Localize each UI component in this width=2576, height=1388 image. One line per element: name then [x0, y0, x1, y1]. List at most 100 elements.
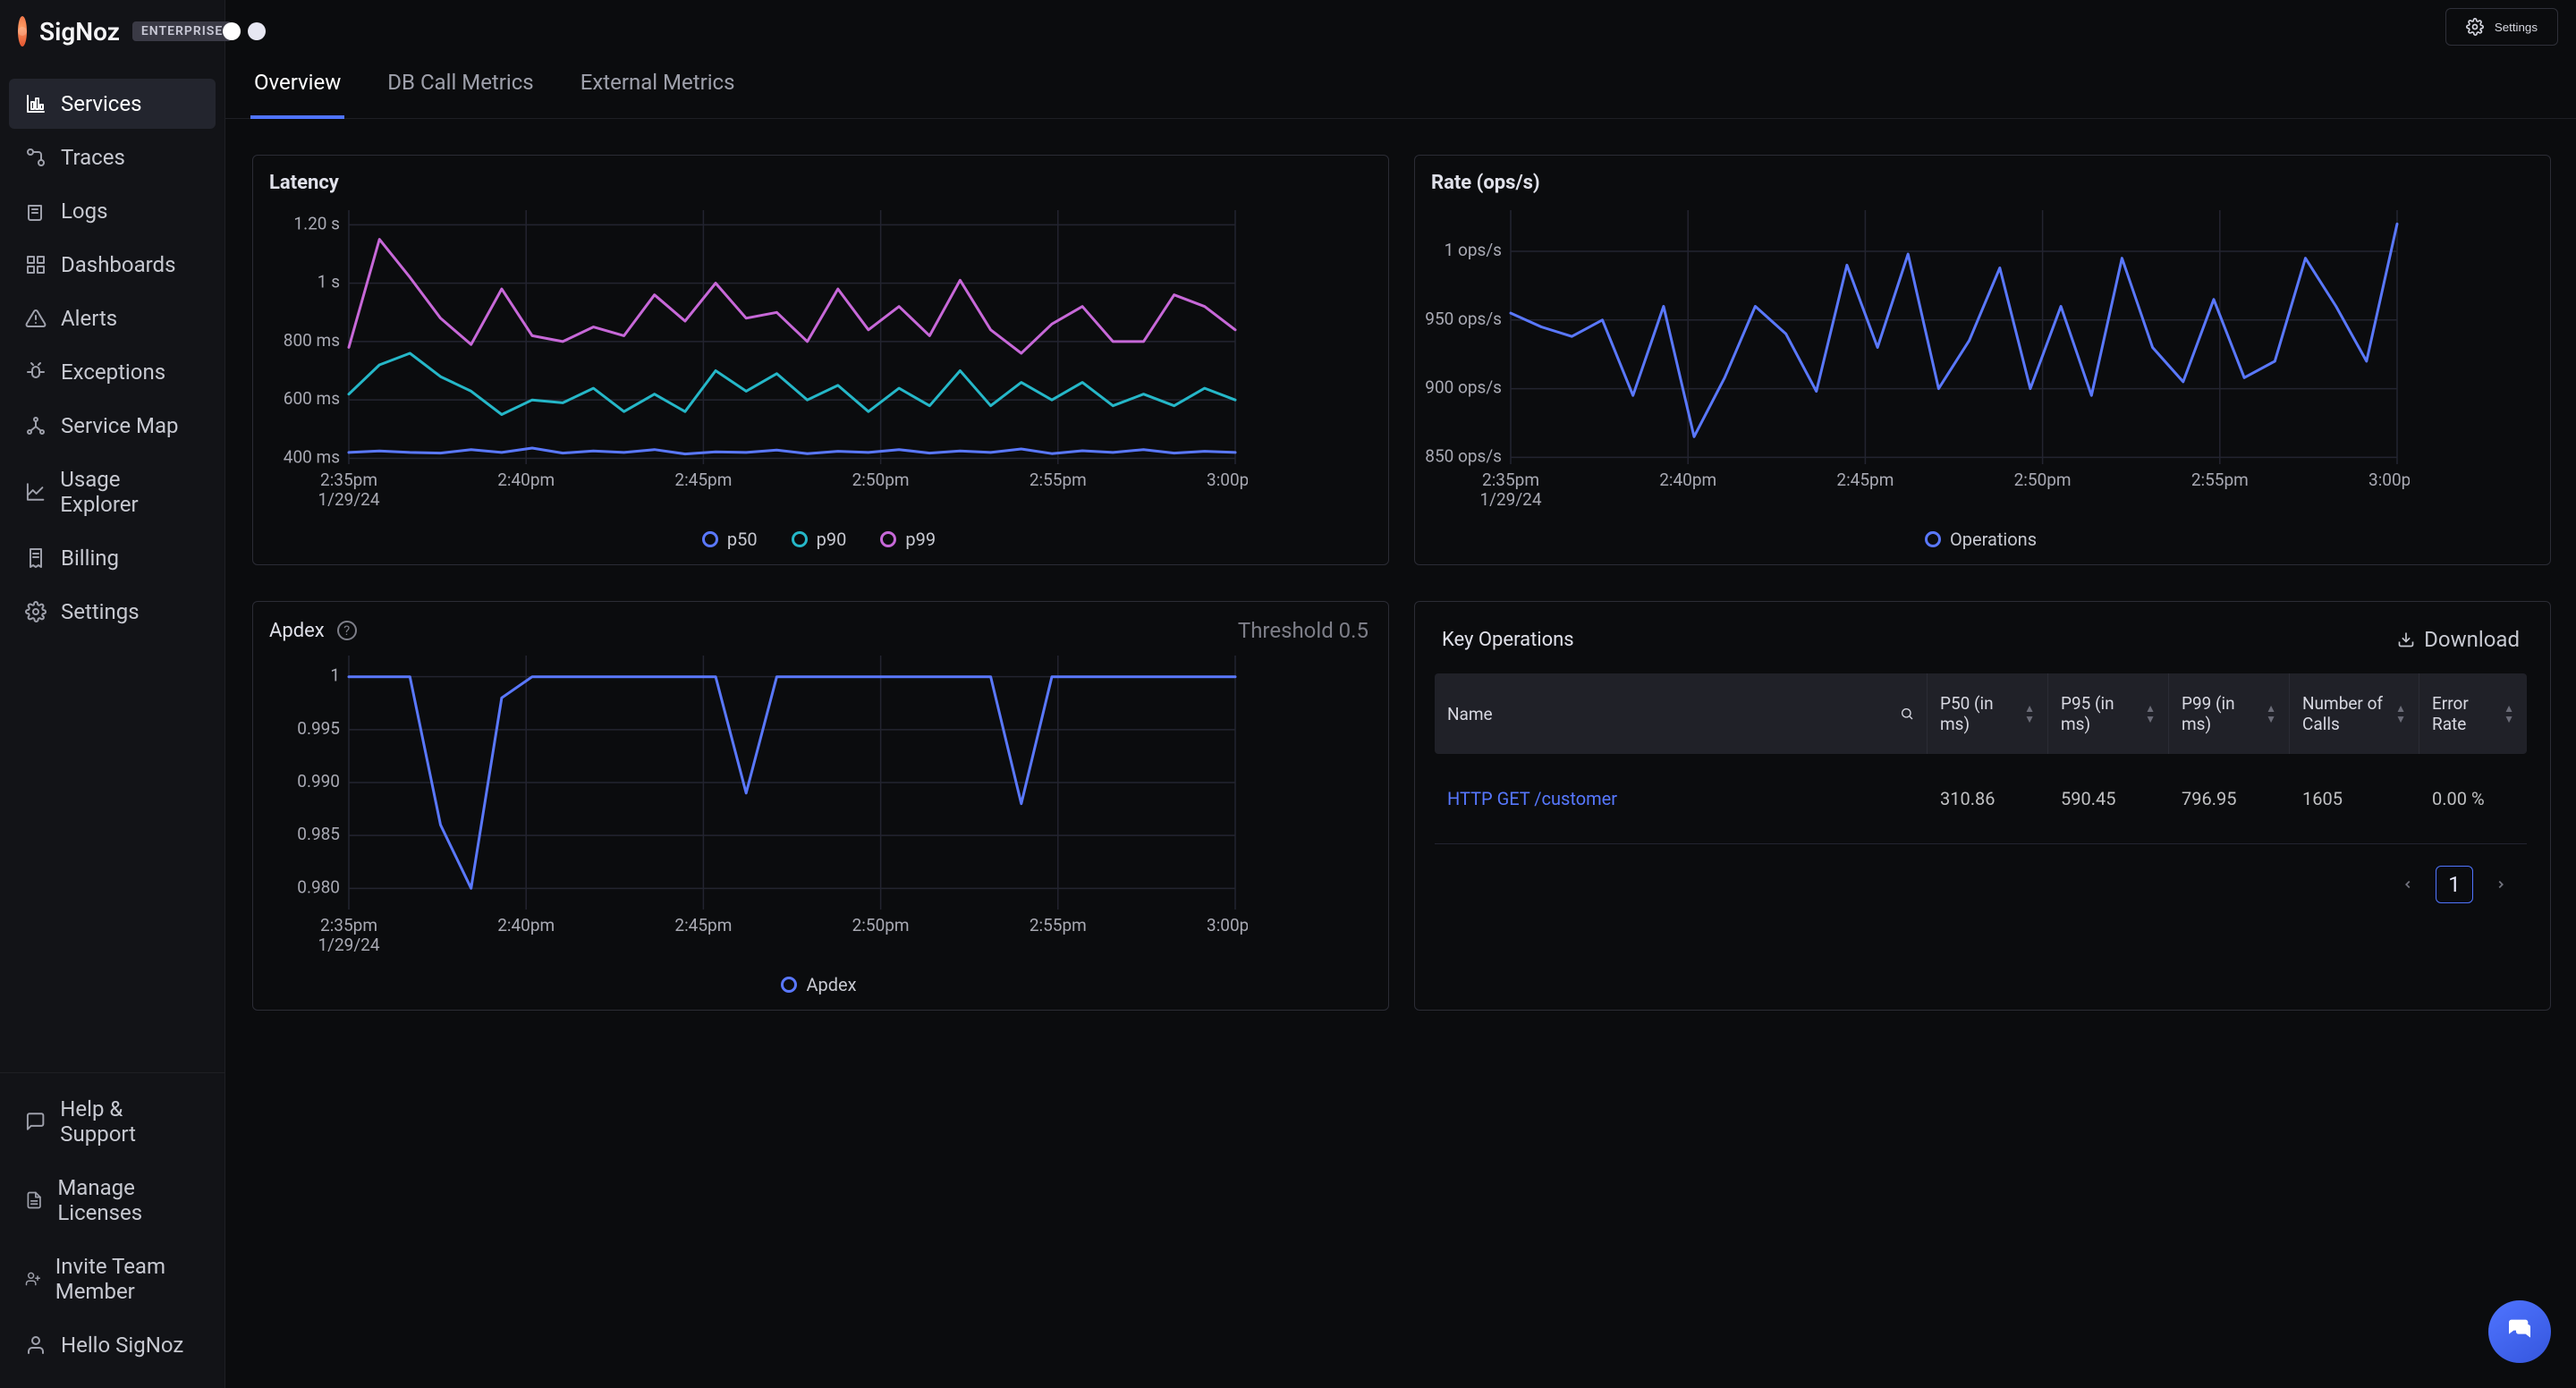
- key-operations-table: NameP50 (in ms)▲▼P95 (in ms)▲▼P99 (in ms…: [1435, 673, 2527, 844]
- sidebar-item-billing[interactable]: Billing: [9, 533, 216, 583]
- pager-page[interactable]: 1: [2436, 866, 2473, 903]
- sidebar-item-logs[interactable]: Logs: [9, 186, 216, 236]
- sidebar-footer-help[interactable]: Help & Support: [9, 1084, 216, 1159]
- sidebar: SigNoz ENTERPRISE Services Traces Logs Dash…: [0, 0, 225, 1388]
- svg-text:0.900 ops/s: 0.900 ops/s: [1426, 377, 1502, 398]
- sidebar-item-service-map[interactable]: Service Map: [9, 401, 216, 451]
- table-header-label: Name: [1447, 704, 1493, 724]
- legend-item-operations[interactable]: Operations: [1925, 529, 2037, 550]
- sort-icon: ▲▼: [2145, 703, 2156, 724]
- sidebar-item-services[interactable]: Services: [9, 79, 216, 129]
- svg-text:1: 1: [330, 665, 340, 686]
- key-operations-title: Key Operations: [1442, 629, 1574, 651]
- tab-overview[interactable]: Overview: [250, 54, 344, 118]
- help-icon[interactable]: ?: [337, 621, 357, 640]
- sidebar-item-traces[interactable]: Traces: [9, 132, 216, 182]
- rate-card: Rate (ops/s) 0.850 ops/s0.900 ops/s0.950…: [1414, 155, 2551, 565]
- pager-prev[interactable]: [2389, 866, 2427, 903]
- svg-text:2:35pm: 2:35pm: [320, 915, 377, 935]
- download-button[interactable]: Download: [2397, 627, 2520, 652]
- settings-button-label: Settings: [2495, 21, 2538, 34]
- table-cell-name[interactable]: HTTP GET /customer: [1435, 754, 1928, 843]
- svg-text:2:40pm: 2:40pm: [497, 470, 555, 490]
- sidebar-item-alerts[interactable]: Alerts: [9, 293, 216, 343]
- scroll-icon: [25, 200, 47, 222]
- tab-db[interactable]: DB Call Metrics: [384, 54, 537, 118]
- sidebar-item-label: Billing: [61, 546, 119, 571]
- legend-label: p90: [817, 529, 847, 550]
- apdex-threshold: Threshold 0.5: [1238, 618, 1368, 643]
- table-header-name[interactable]: Name: [1435, 673, 1928, 754]
- legend-item-p50[interactable]: p50: [702, 529, 758, 550]
- latency-title: Latency: [269, 172, 1374, 194]
- tab-external[interactable]: External Metrics: [577, 54, 739, 118]
- workflow-icon: [25, 147, 47, 168]
- search-icon: [1900, 707, 1914, 721]
- table-body: HTTP GET /customer310.86590.45796.951605…: [1435, 754, 2527, 844]
- settings-button[interactable]: Settings: [2445, 8, 2558, 46]
- svg-text:2:40pm: 2:40pm: [1659, 470, 1716, 490]
- svg-text:2:35pm: 2:35pm: [1482, 470, 1539, 490]
- bar-chart-icon: [25, 93, 47, 114]
- chat-icon: [2505, 1317, 2534, 1346]
- sidebar-item-dashboards[interactable]: Dashboards: [9, 240, 216, 290]
- sidebar-item-label: Service Map: [61, 413, 179, 438]
- table-header-p95[interactable]: P95 (in ms)▲▼: [2048, 673, 2169, 754]
- svg-text:2:50pm: 2:50pm: [852, 915, 910, 935]
- sidebar-item-exceptions[interactable]: Exceptions: [9, 347, 216, 397]
- file-text-icon: [25, 1189, 43, 1211]
- svg-text:0.985: 0.985: [297, 824, 340, 844]
- sort-icon: ▲▼: [2504, 703, 2514, 724]
- sidebar-footer-invite[interactable]: Invite Team Member: [9, 1241, 216, 1316]
- receipt-icon: [25, 547, 47, 569]
- brand-name: SigNoz: [39, 17, 120, 47]
- svg-text:1 s: 1 s: [318, 272, 340, 292]
- download-label: Download: [2424, 627, 2520, 652]
- sidebar-footer-label: Manage Licenses: [57, 1175, 199, 1225]
- table-header-p50[interactable]: P50 (in ms)▲▼: [1928, 673, 2048, 754]
- sidebar-item-label: Logs: [61, 199, 107, 224]
- legend-item-apdex[interactable]: Apdex: [781, 974, 856, 995]
- sidebar-item-usage-explorer[interactable]: Usage Explorer: [9, 454, 216, 529]
- table-cell-error: 0.00 %: [2419, 754, 2527, 843]
- brand-badge: ENTERPRISE: [132, 21, 232, 41]
- legend-item-p90[interactable]: p90: [792, 529, 847, 550]
- svg-text:3:00pm: 3:00pm: [2368, 470, 2410, 490]
- svg-text:2:40pm: 2:40pm: [497, 915, 555, 935]
- sidebar-item-settings[interactable]: Settings: [9, 587, 216, 637]
- svg-text:2:45pm: 2:45pm: [674, 470, 732, 490]
- tabs: Overview DB Call Metrics External Metrics: [225, 54, 2576, 119]
- sidebar-item-label: Settings: [61, 599, 140, 624]
- sidebar-footer-licenses[interactable]: Manage Licenses: [9, 1163, 216, 1238]
- rate-chart[interactable]: 0.850 ops/s0.900 ops/s0.950 ops/s1 ops/s…: [1426, 198, 2410, 520]
- rate-legend: Operations: [1426, 529, 2536, 550]
- svg-text:2:45pm: 2:45pm: [674, 915, 732, 935]
- main-area: Settings Overview DB Call Metrics External…: [225, 0, 2576, 1388]
- network-icon: [25, 415, 47, 436]
- svg-text:800 ms: 800 ms: [284, 330, 340, 351]
- sidebar-item-label: Services: [61, 91, 141, 116]
- table-cell-p99: 796.95: [2169, 754, 2290, 843]
- svg-text:2:55pm: 2:55pm: [1030, 470, 1087, 490]
- line-chart-icon: [25, 481, 46, 503]
- latency-chart[interactable]: 400 ms600 ms800 ms1 s1.20 s2:35pm1/29/24…: [264, 198, 1248, 520]
- sidebar-footer-hello[interactable]: Hello SigNoz: [9, 1320, 216, 1370]
- sidebar-header: SigNoz ENTERPRISE: [0, 0, 225, 66]
- svg-text:1 ops/s: 1 ops/s: [1445, 240, 1502, 260]
- table-header-error[interactable]: Error Rate▲▼: [2419, 673, 2527, 754]
- chat-fab[interactable]: [2488, 1300, 2551, 1363]
- table-header-label: P99 (in ms): [2182, 693, 2266, 734]
- svg-text:3:00pm: 3:00pm: [1207, 470, 1248, 490]
- apdex-chart[interactable]: 0.9800.9850.9900.99512:35pm1/29/242:40pm…: [264, 643, 1248, 965]
- sidebar-item-label: Traces: [61, 145, 125, 170]
- sidebar-item-label: Exceptions: [61, 360, 165, 385]
- pager-next[interactable]: [2482, 866, 2520, 903]
- latency-legend: p50 p90 p99: [264, 529, 1374, 550]
- table-header-p99[interactable]: P99 (in ms)▲▼: [2169, 673, 2290, 754]
- legend-item-p99[interactable]: p99: [880, 529, 936, 550]
- svg-text:0.995: 0.995: [297, 718, 340, 739]
- table-header-calls[interactable]: Number of Calls▲▼: [2290, 673, 2419, 754]
- svg-text:1/29/24: 1/29/24: [318, 935, 379, 955]
- chevron-left-icon: [2402, 878, 2414, 891]
- svg-text:2:50pm: 2:50pm: [2014, 470, 2072, 490]
